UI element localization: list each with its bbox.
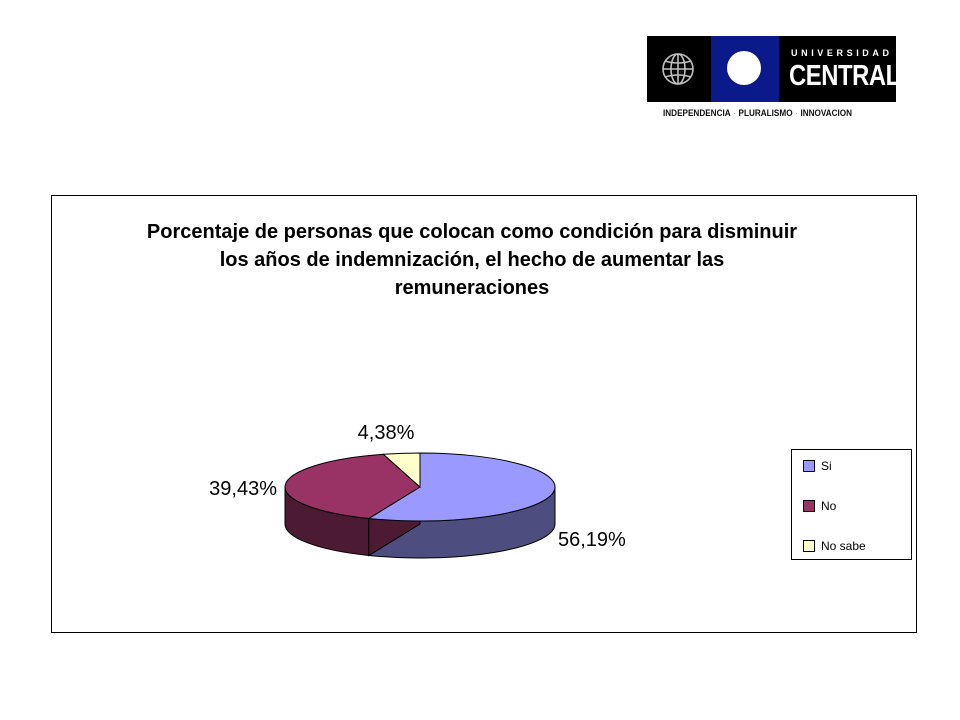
legend-swatch-no-sabe <box>803 540 815 552</box>
pie-tops <box>284 452 556 522</box>
logo-circle <box>727 51 761 85</box>
data-label-no: 39,43% <box>209 478 277 500</box>
pie-slice-si <box>367 452 556 522</box>
logo-globe-panel <box>647 36 711 102</box>
logo-banner: UNIVERSIDAD CENTRAL <box>647 36 900 102</box>
logo-blue-panel <box>711 36 779 102</box>
legend-label-no-sabe: No sabe <box>821 539 866 553</box>
data-label-no-sabe: 4,38% <box>358 422 415 444</box>
pie-chart: 56,19% 39,43% 4,38% <box>209 422 626 559</box>
data-label-si: 56,19% <box>558 529 626 551</box>
motto-innovacion: INNOVACION <box>800 108 853 119</box>
pie-slice-no <box>284 453 421 519</box>
motto-pluralismo: PLURALISMO <box>738 108 793 119</box>
university-logo: UNIVERSIDAD CENTRAL INDEPENDENCIA · PLURAL… <box>647 36 900 119</box>
logo-wordmark: UNIVERSIDAD CENTRAL <box>789 44 900 96</box>
chart-title: Porcentaje de personas que colocan como … <box>146 221 798 299</box>
motto-independencia: INDEPENDENCIA <box>663 108 731 119</box>
logo-central-text: CENTRAL <box>789 60 900 92</box>
legend-label-no: No <box>821 499 837 513</box>
legend-label-si: Si <box>821 459 832 473</box>
logo-university-text: UNIVERSIDAD <box>791 48 893 58</box>
logo-motto: INDEPENDENCIA · PLURALISMO · INNOVACION <box>663 108 853 119</box>
chart-area: Porcentaje de personas que colocan como … <box>51 195 917 633</box>
legend-swatch-si <box>803 460 815 472</box>
globe-icon <box>662 53 694 85</box>
pie-slice-no-sabe <box>382 452 421 489</box>
legend-swatch-no <box>803 500 815 512</box>
chart-legend: Si No No sabe <box>791 449 912 560</box>
